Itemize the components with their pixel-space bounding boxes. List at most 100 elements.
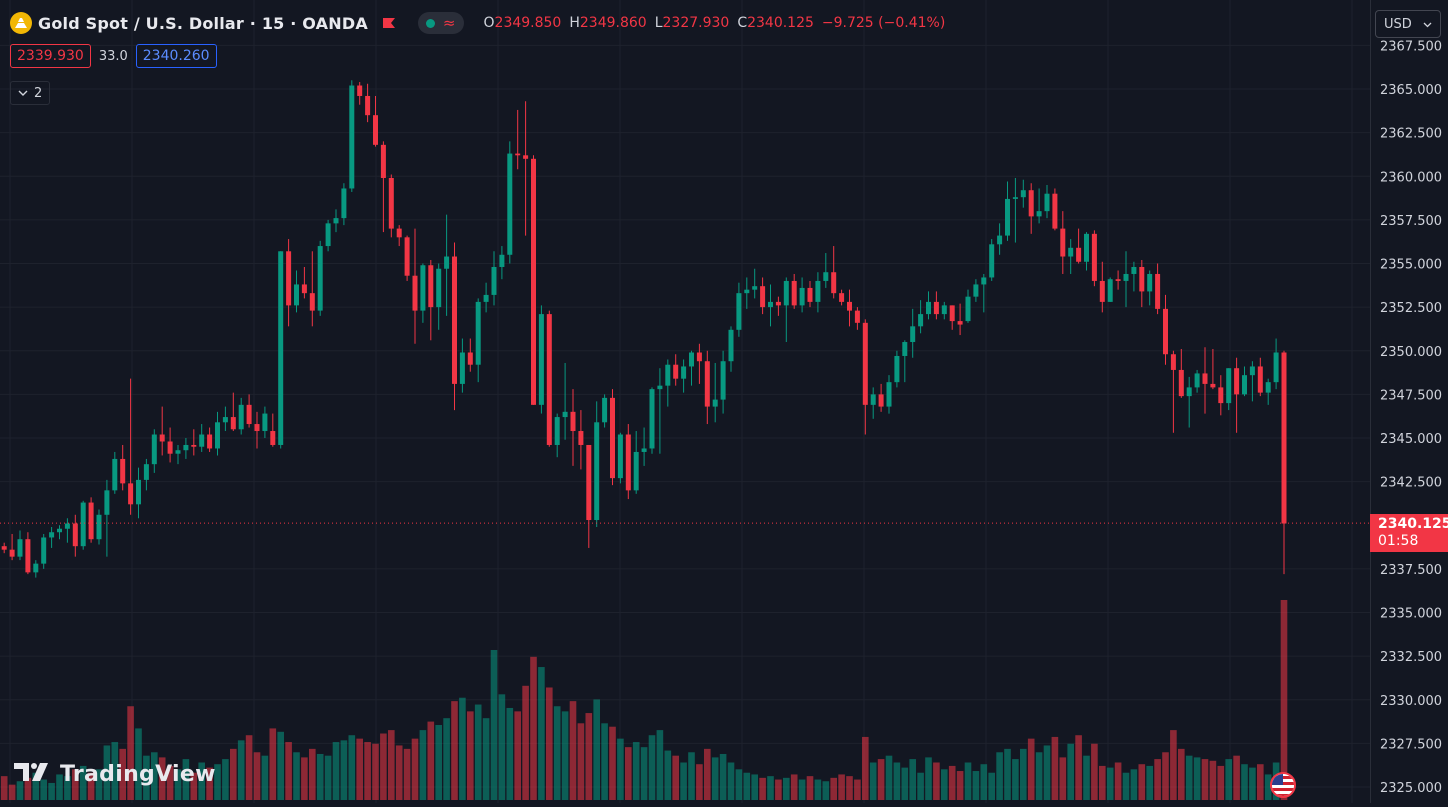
candle-body — [1194, 373, 1200, 388]
volume-bar — [783, 777, 790, 800]
candle-body — [783, 280, 789, 306]
trade-buttons: 2339.930 33.0 2340.260 — [10, 44, 217, 68]
volume-bar — [767, 776, 774, 800]
indicators-collapse-button[interactable]: 2 — [10, 81, 51, 105]
volume-bar — [917, 772, 924, 800]
candle-body — [1091, 233, 1097, 281]
volume-bar — [885, 755, 893, 800]
price-tick-label: 2360.000 — [1380, 170, 1442, 185]
volume-bar — [1106, 767, 1114, 800]
price-scale[interactable]: 2367.500 2365.000 2362.500 2360.000 2357.500… — [1370, 0, 1448, 803]
candle-body — [1170, 354, 1176, 370]
volume-bar — [1027, 738, 1035, 800]
volume-bar — [143, 755, 150, 800]
candle-body — [941, 305, 947, 315]
volume-bar — [56, 774, 63, 800]
currency-selector[interactable]: USD — [1375, 10, 1441, 38]
volume-bar — [1162, 752, 1169, 800]
candle-body — [1265, 382, 1271, 393]
candle-body — [1257, 366, 1263, 393]
candle-body — [128, 483, 134, 505]
volume-bar — [332, 742, 340, 800]
volume-bar — [553, 706, 561, 800]
volume-bar — [601, 723, 608, 800]
volume-bar — [862, 736, 869, 800]
change-value: −9.725 (−0.41%) — [821, 15, 946, 31]
volume-bar — [1059, 757, 1067, 800]
candle-body — [9, 549, 15, 557]
volume-bar — [1083, 755, 1090, 800]
candle-body — [167, 441, 173, 454]
volume-bar — [925, 757, 932, 800]
candle-body — [301, 284, 307, 294]
buy-button[interactable]: 2340.260 — [135, 44, 217, 68]
volume-bar — [1225, 759, 1232, 800]
candle-body — [1131, 266, 1137, 274]
us-flag-icon[interactable] — [1270, 772, 1296, 798]
volume-bar — [419, 730, 427, 800]
candle-body — [428, 265, 434, 308]
candle-body — [175, 450, 181, 454]
volume-bar — [1201, 759, 1209, 800]
symbol-title[interactable]: Gold Spot / U.S. Dollar · 15 · OANDA — [38, 13, 368, 33]
price-tick-label: 2352.500 — [1380, 301, 1442, 316]
candle-body — [41, 537, 47, 564]
open-value: 2349.850 — [494, 15, 562, 31]
candle-body — [1, 546, 7, 550]
candle-body — [452, 256, 457, 384]
sell-button[interactable]: 2339.930 — [10, 44, 91, 68]
volume-bar — [1020, 748, 1027, 800]
volume-bar — [538, 667, 545, 800]
volume-bar — [24, 777, 32, 800]
candle-body — [1044, 193, 1050, 212]
candle-body — [475, 301, 481, 365]
candle-body — [230, 417, 236, 430]
candle-body — [625, 434, 631, 491]
tradingview-logo[interactable]: TradingView — [14, 761, 216, 787]
volume-bar — [316, 753, 324, 800]
candle-body — [1115, 279, 1121, 281]
candle-body — [1234, 368, 1240, 395]
volume-bar — [830, 777, 837, 800]
volume-bar — [356, 738, 363, 800]
volume-bar — [293, 752, 300, 800]
candle-body — [949, 305, 955, 322]
volume-bar — [822, 781, 830, 800]
candle-body — [515, 153, 521, 156]
candle-body — [491, 266, 497, 295]
candle-body — [1273, 352, 1279, 383]
volume-bar — [403, 748, 411, 800]
volume-bar — [640, 747, 648, 800]
candle-body — [294, 284, 299, 306]
market-status-pill[interactable]: ≈ — [417, 12, 464, 34]
candle-body — [1178, 369, 1184, 397]
price-tick-label: 2335.000 — [1380, 607, 1442, 622]
volume-bar — [301, 757, 308, 800]
candle-body — [1084, 233, 1089, 262]
candle-body — [17, 539, 23, 557]
volume-bar — [1241, 764, 1248, 800]
candle-body — [396, 228, 402, 238]
volume-bar — [996, 752, 1003, 800]
candle-body — [926, 301, 931, 315]
candle-body — [617, 434, 623, 479]
flag-icon[interactable] — [382, 16, 396, 30]
volume-bar — [166, 765, 174, 800]
candle-body — [388, 177, 394, 229]
volume-bar — [135, 728, 142, 800]
spread-value: 33.0 — [98, 48, 128, 64]
candle-body — [104, 490, 110, 515]
volume-bar — [988, 772, 995, 800]
volume-bar — [253, 752, 261, 800]
candle-body — [1012, 197, 1018, 199]
price-tick-label: 2362.500 — [1380, 127, 1442, 142]
price-tick-label: 2365.000 — [1380, 83, 1442, 98]
candle-body — [878, 394, 884, 407]
volume-bar — [530, 656, 537, 800]
volume-bar — [1075, 735, 1082, 800]
candle-body — [989, 244, 995, 278]
candle-body — [578, 431, 584, 445]
chevron-down-icon — [18, 86, 28, 101]
chevron-down-icon — [1423, 17, 1432, 32]
